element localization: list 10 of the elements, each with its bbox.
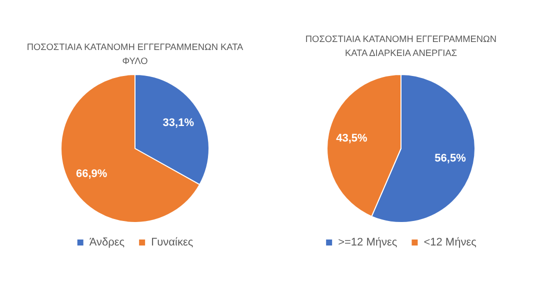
data-label: 66,9% xyxy=(76,168,108,180)
legend-label: >=12 Μήνες xyxy=(338,236,398,249)
legend-label: Γυναίκες xyxy=(151,236,194,249)
legend-label: <12 Μήνες xyxy=(424,236,476,249)
chart-title: ΠΟΣΟΣΤΙΑΙΑ ΚΑΤΑΝΟΜΗ ΕΓΓΕΓΡΑΜΜΕΝΩΝ ΚΑΤΑ ΦΥΛΟ xyxy=(26,41,244,68)
legend-label: Άνδρες xyxy=(89,236,125,249)
chart-title: ΠΟΣΟΣΤΙΑΙΑ ΚΑΤΑΝΟΜΗ ΕΓΓΕΓΡΑΜΜΕΝΩΝ ΚΑΤΑ ΔΙΑΡΚΕΙΑ ΑΝΕΡΓΙΑΣ xyxy=(305,33,497,60)
data-label: 43,5% xyxy=(336,132,368,144)
data-label: 33,1% xyxy=(162,117,194,130)
data-label: 56,5% xyxy=(434,152,466,165)
